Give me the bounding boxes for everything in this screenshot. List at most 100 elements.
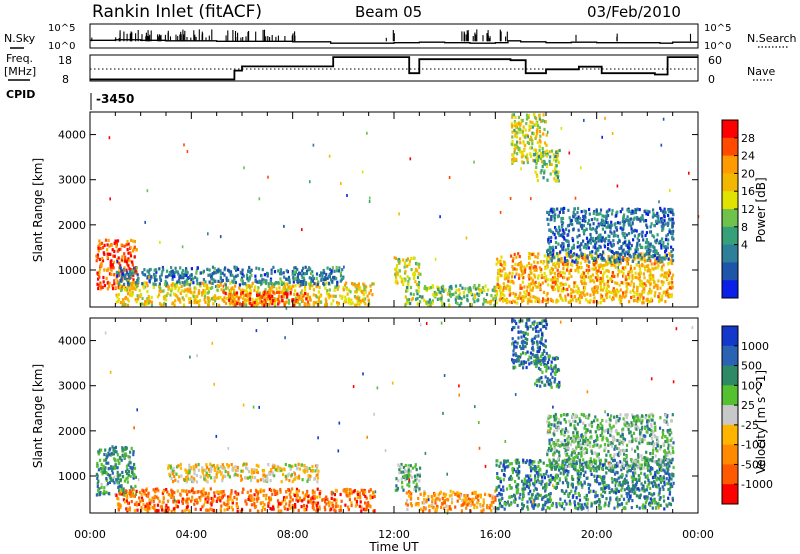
echo-cell: [258, 293, 261, 297]
echo-cell: [521, 160, 524, 164]
echo-cell: [587, 271, 590, 275]
echo-cell: [309, 283, 312, 287]
echo-cell: [170, 477, 173, 481]
echo-cell: [339, 508, 342, 512]
echo-cell: [648, 249, 651, 253]
echo-cell: [345, 281, 348, 285]
echo-cell: [585, 268, 588, 272]
echo-cell: [332, 275, 335, 280]
echo-cell: [552, 158, 556, 162]
echo-cell: [120, 258, 123, 262]
echo-cell: [113, 446, 116, 451]
echo-cell: [516, 145, 519, 149]
echo-cell: [639, 253, 642, 257]
echo-cell: [144, 504, 147, 508]
echo-cell: [356, 496, 359, 500]
echo-cell: [247, 292, 250, 297]
echo-cell: [636, 292, 639, 296]
echo-cell: [402, 488, 405, 492]
echo-cell: [643, 265, 646, 269]
echo-cell: [165, 294, 168, 298]
echo-cell: [665, 290, 668, 294]
echo-cell: [341, 276, 345, 280]
echo-cell: [364, 508, 367, 512]
echo-cell: [129, 450, 132, 454]
echo-cell: [402, 282, 405, 287]
echo-cell: [528, 256, 531, 260]
echo-cell: [267, 504, 270, 508]
echo-cell: [335, 269, 338, 273]
echo-cell: [657, 241, 661, 245]
echo-cell: [639, 216, 642, 220]
echo-cell: [535, 165, 538, 169]
echo-cell: [605, 260, 608, 264]
velocity-data-layer: [95, 318, 694, 515]
echo-cell: [566, 259, 569, 263]
echo-cell: [207, 491, 210, 496]
echo-cell: [297, 474, 301, 478]
echo-cell: [527, 282, 531, 286]
echo-cell: [416, 275, 420, 280]
echo-cell: [413, 271, 416, 275]
echo-cell: [562, 244, 565, 248]
echo-cell: [175, 294, 178, 298]
echo-cell: [409, 301, 412, 306]
echo-cell: [203, 284, 207, 288]
echo-cell: [652, 274, 655, 278]
echo-cell: [665, 253, 668, 257]
echo-cell: [254, 298, 257, 302]
echo-cell: [170, 490, 173, 494]
echo-cell: [573, 207, 576, 211]
echo-cell: [135, 284, 138, 288]
echo-cell: [604, 230, 607, 234]
echo-cell: [656, 252, 660, 256]
noise-ytick-left-top: 10^5: [48, 23, 75, 34]
echo-cell: [415, 485, 418, 489]
echo-cell: [598, 238, 601, 242]
echo-speckle: [109, 197, 111, 201]
echo-cell: [149, 267, 152, 272]
echo-cell: [604, 293, 608, 297]
echo-cell: [311, 491, 314, 495]
echo-cell: [400, 462, 403, 467]
echo-cell: [396, 264, 399, 268]
echo-cell: [125, 464, 129, 468]
echo-cell: [225, 276, 228, 280]
echo-cell: [264, 288, 267, 292]
echo-cell: [500, 255, 503, 259]
echo-cell: [544, 120, 547, 124]
echo-cell: [613, 292, 616, 297]
echo-cell: [102, 280, 105, 284]
echo-cell: [646, 298, 649, 302]
echo-cell: [201, 469, 204, 473]
echo-cell: [521, 269, 524, 273]
echo-cell: [221, 476, 224, 480]
echo-cell: [671, 217, 674, 221]
echo-cell: [269, 478, 272, 483]
echo-cell: [325, 292, 329, 296]
echo-cell: [186, 501, 189, 505]
echo-cell: [519, 283, 522, 287]
echo-cell: [213, 468, 216, 472]
echo-cell: [524, 267, 527, 271]
echo-cell: [441, 288, 444, 292]
echo-cell: [355, 287, 358, 291]
echo-speckle: [530, 197, 532, 201]
echo-cell: [584, 282, 587, 286]
echo-cell: [289, 467, 292, 471]
echo-cell: [403, 475, 406, 479]
echo-cell: [429, 300, 432, 304]
echo-cell: [408, 263, 411, 267]
echo-cell: [159, 289, 162, 293]
echo-cell: [111, 287, 115, 291]
echo-cell: [419, 492, 422, 496]
echo-cell: [595, 237, 598, 241]
echo-cell: [272, 505, 275, 509]
echo-cell: [272, 285, 276, 289]
echo-cell: [136, 294, 139, 298]
echo-cell: [653, 262, 656, 266]
echo-cell: [525, 133, 528, 137]
echo-cell: [599, 300, 602, 304]
echo-cell: [339, 279, 342, 283]
echo-cell: [238, 286, 241, 290]
